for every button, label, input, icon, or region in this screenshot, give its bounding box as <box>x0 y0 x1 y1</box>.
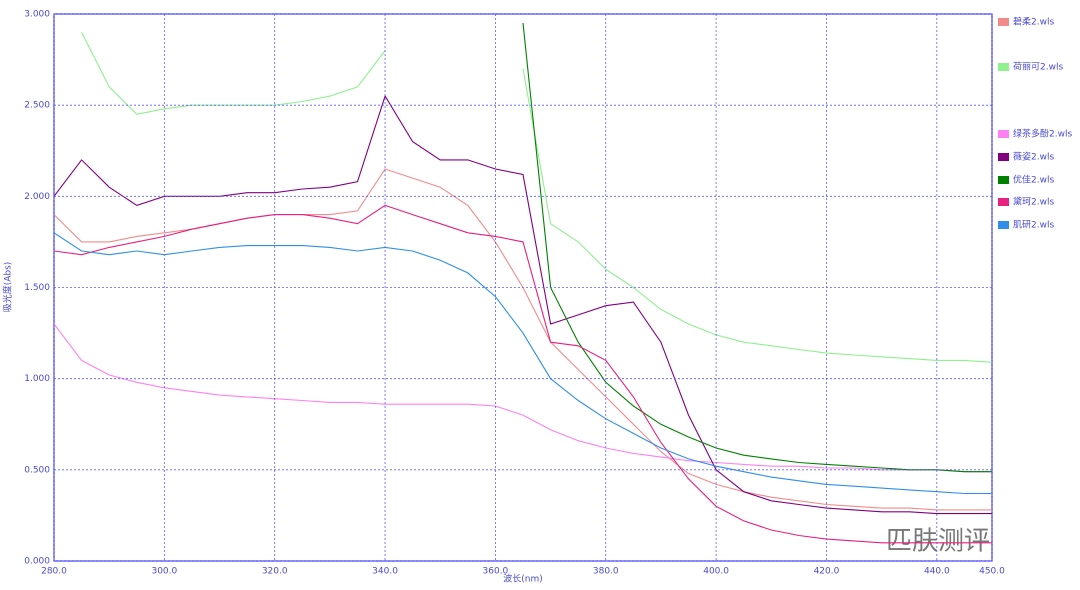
y-tick-label: 0.000 <box>24 557 50 567</box>
series-line <box>522 23 992 473</box>
x-tick-label: 340.0 <box>372 567 398 577</box>
legend-label: 黛珂2.wls <box>1013 196 1054 208</box>
y-tick-label: 2.000 <box>24 192 50 202</box>
legend-label: 肌研2.wls <box>1013 220 1054 231</box>
x-tick-label: 440.0 <box>924 567 950 577</box>
y-tick-label: 1.500 <box>24 283 50 293</box>
x-tick-label: 420.0 <box>814 567 840 577</box>
legend-swatch <box>998 221 1009 229</box>
plot-area <box>54 23 992 544</box>
legend-label: 薇姿2.wls <box>1013 151 1054 163</box>
legend-swatch <box>998 130 1009 138</box>
legend-swatch <box>998 153 1009 161</box>
x-tick-label: 360.0 <box>483 567 509 577</box>
y-tick-label: 2.500 <box>24 101 50 111</box>
series-line <box>81 31 992 363</box>
x-tick-label: 300.0 <box>151 567 177 577</box>
x-tick-label: 380.0 <box>593 567 619 577</box>
series-line <box>54 204 992 544</box>
series-line <box>54 168 992 511</box>
series-line <box>54 323 992 473</box>
y-tick-label: 1.000 <box>24 374 50 384</box>
legend-swatch <box>998 63 1009 71</box>
legend-label: 优佳2.wls <box>1013 174 1054 186</box>
x-tick-label: 280.0 <box>41 567 67 577</box>
series-line <box>54 94 992 515</box>
x-tick-label: 400.0 <box>703 567 729 577</box>
legend-label: 绿茶多酚2.wls <box>1013 128 1072 140</box>
legend-swatch <box>998 176 1009 184</box>
x-axis-label: 波长(nm) <box>503 573 543 585</box>
watermark: 匹肤测评 <box>886 527 990 557</box>
legend-label: 荷丽可2.wls <box>1013 62 1063 73</box>
legend-label: 碧柔2.wls <box>1013 16 1054 28</box>
y-axis-label: 吸光度(Abs) <box>2 262 14 313</box>
series-line <box>54 232 992 495</box>
y-tick-label: 3.000 <box>24 10 50 20</box>
x-tick-label: 320.0 <box>262 567 288 577</box>
x-tick-label: 450.0 <box>979 567 1005 577</box>
legend-swatch <box>998 18 1009 26</box>
legend-swatch <box>998 198 1009 206</box>
y-tick-label: 0.500 <box>24 465 50 475</box>
